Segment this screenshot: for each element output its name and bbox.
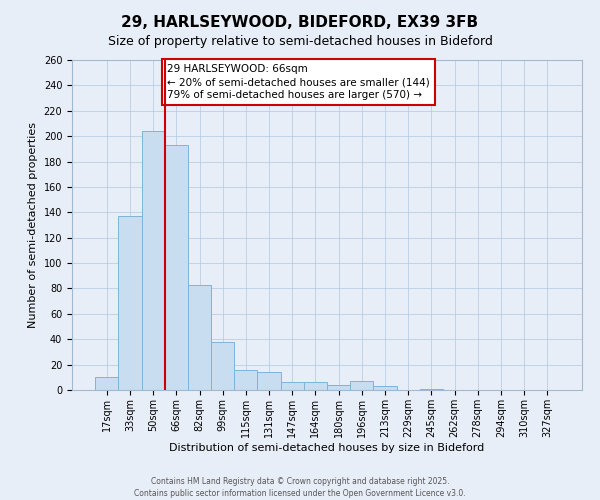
Bar [420, 388, 443, 390]
Bar [165, 145, 188, 390]
Text: 29 HARLSEYWOOD: 66sqm
← 20% of semi-detached houses are smaller (144)
79% of sem: 29 HARLSEYWOOD: 66sqm ← 20% of semi-deta… [167, 64, 430, 100]
Bar [234, 370, 257, 390]
Bar [350, 381, 373, 390]
Bar [304, 382, 327, 390]
Bar [257, 372, 281, 390]
Bar [95, 378, 118, 390]
Bar [327, 385, 350, 390]
Text: 29, HARLSEYWOOD, BIDEFORD, EX39 3FB: 29, HARLSEYWOOD, BIDEFORD, EX39 3FB [121, 15, 479, 30]
Bar [211, 342, 234, 390]
Bar [373, 386, 397, 390]
Text: Contains HM Land Registry data © Crown copyright and database right 2025.
Contai: Contains HM Land Registry data © Crown c… [134, 476, 466, 498]
Bar [281, 382, 304, 390]
Bar [188, 284, 211, 390]
Bar [142, 131, 165, 390]
Text: Size of property relative to semi-detached houses in Bideford: Size of property relative to semi-detach… [107, 35, 493, 48]
Bar [118, 216, 142, 390]
Y-axis label: Number of semi-detached properties: Number of semi-detached properties [28, 122, 38, 328]
X-axis label: Distribution of semi-detached houses by size in Bideford: Distribution of semi-detached houses by … [169, 442, 485, 452]
